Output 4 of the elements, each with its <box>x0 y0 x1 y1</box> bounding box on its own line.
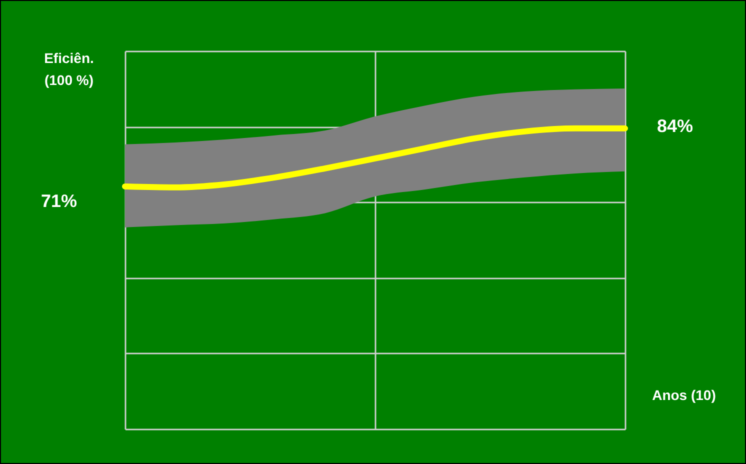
y-axis-title: Eficiên. (100 %) <box>43 49 95 90</box>
text: 71% <box>41 191 78 212</box>
text: 84% <box>657 116 694 138</box>
x-axis-title: Anos (10) <box>651 386 717 405</box>
